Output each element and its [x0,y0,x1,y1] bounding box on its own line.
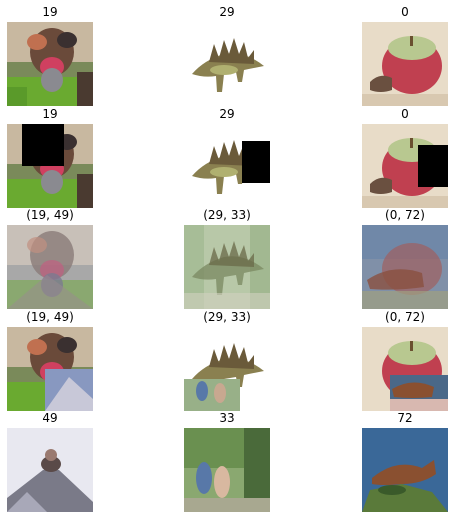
cow-mountain-mixup-picture [7,225,93,309]
apple-cutout-picture [362,124,448,208]
stegosaurus-forest-mixup-image [184,225,270,309]
image-title: (29, 33) [203,208,251,222]
stegosaurus-forest-mixup-picture [184,225,270,309]
cow-cutout-image [7,124,93,208]
stegosaurus-forest-cutmix-picture [184,327,270,411]
cutout-patch [22,124,64,166]
seal-picture [362,428,448,512]
cow-mountain-mixup-image [7,225,93,309]
image-title: (0, 72) [385,208,425,222]
apple-picture [362,22,448,106]
cutout-patch [418,145,448,187]
forest-picture [184,428,270,512]
image-title: 19 [42,107,58,121]
forest-image [184,428,270,512]
image-title: 0 [401,107,409,121]
image-title: 72 [397,411,413,425]
stegosaurus-picture [184,22,270,106]
apple-cutout-image [362,124,448,208]
image-title: (19, 49) [26,208,74,222]
image-title: (19, 49) [26,310,74,324]
image-title: 29 [219,107,235,121]
stegosaurus-cutout-image [184,124,270,208]
image-title: 0 [401,5,409,19]
apple-image [362,22,448,106]
apple-seal-mixup-image [362,225,448,309]
stegosaurus-cutout-picture [184,124,270,208]
image-title: 19 [42,5,58,19]
apple-seal-mixup-picture [362,225,448,309]
cow-image [7,22,93,106]
image-title: (29, 33) [203,310,251,324]
cow-picture [7,22,93,106]
cutout-patch [242,141,270,183]
mountain-image [7,428,93,512]
seal-image [362,428,448,512]
image-title: (0, 72) [385,310,425,324]
cow-cutout-picture [7,124,93,208]
apple-seal-cutmix-image [362,327,448,411]
stegosaurus-forest-cutmix-image [184,327,270,411]
cutmix-patch [184,379,240,411]
apple-seal-cutmix-picture [362,327,448,411]
cow-mountain-cutmix-image [7,327,93,411]
image-title: 49 [42,411,58,425]
mountain-picture [7,428,93,512]
cow-mountain-cutmix-picture [7,327,93,411]
stegosaurus-image [184,22,270,106]
image-title: 33 [219,411,235,425]
image-title: 29 [219,5,235,19]
